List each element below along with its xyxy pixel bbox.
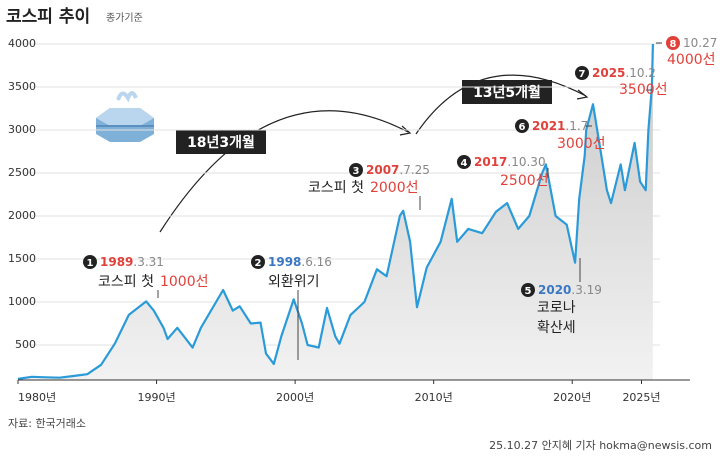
annotation-text: 4000선 [667, 52, 716, 68]
marker-number: 4 [461, 158, 468, 169]
annotation-label: 코로나 [537, 300, 576, 316]
annotation-label: 외환위기 [268, 274, 320, 290]
marker-circle [666, 36, 680, 50]
annotation-date: 1989.3.31 [100, 255, 164, 269]
marker-circle [251, 255, 265, 269]
annotation-level: 3000선 [557, 136, 606, 152]
annotation-level: 1000선 [160, 274, 209, 290]
annotation-day: .1.7 [565, 119, 588, 133]
credit: 25.10.27 안지혜 기자 hokma@newsis.com [489, 439, 712, 452]
source: 자료: 한국거래소 [8, 417, 86, 430]
x-tick-label: 2010년 [415, 391, 453, 404]
annotation-day: .3.31 [133, 255, 164, 269]
line [17, 43, 654, 380]
x-tick-label: 1990년 [137, 391, 175, 404]
annotation-date: 10.27 [683, 36, 717, 50]
y-tick-label: 2000 [8, 209, 36, 222]
y-tick-label: 1500 [8, 252, 36, 265]
period-label: 13년5개월 [473, 84, 541, 101]
annotation-date: 2020.3.19 [538, 283, 602, 297]
annotation-label: 확산세 [537, 320, 576, 336]
marker-number: 2 [255, 258, 262, 269]
annotation-year: 2021 [532, 119, 565, 133]
marker-number: 6 [519, 122, 526, 133]
arrow-head [576, 89, 589, 100]
annotation-text: 코로나 [537, 300, 576, 316]
marker-number: 8 [670, 39, 677, 50]
annotation-label: 코스피 첫 [308, 180, 364, 196]
annotation-year: 1998 [268, 255, 301, 269]
annotation-year: 1989 [100, 255, 133, 269]
annotation-label: 코스피 첫 [98, 274, 154, 290]
y-tick-label: 1000 [8, 295, 36, 308]
annotation-level: 3500선 [619, 82, 668, 98]
annotation-day: .3.19 [571, 283, 602, 297]
annotation-date: 2025.10.2 [592, 66, 656, 80]
annotation-text: 3500선 [619, 82, 668, 98]
annotation-level: 4000선 [667, 52, 716, 68]
annotation-day: .10.2 [625, 66, 656, 80]
area [18, 44, 653, 380]
annotation-day: .10.30 [507, 155, 545, 169]
marker-circle [83, 255, 97, 269]
annotation-text: 코스피 첫 2000선 [308, 180, 419, 196]
y-tick-label: 3000 [8, 123, 36, 136]
annotation-year: 2020 [538, 283, 571, 297]
y-tick-label: 2500 [8, 166, 36, 179]
annotation-day: .7.25 [399, 163, 430, 177]
x-tick-label: 2000년 [276, 391, 314, 404]
y-tick-label: 4000 [8, 37, 36, 50]
annotation-day: 10.27 [683, 36, 717, 50]
chart-subtitle: 종가기준 [106, 12, 143, 24]
annotation-year: 2017 [474, 155, 507, 169]
annotation-text: 외환위기 [268, 274, 320, 290]
marker-circle [457, 155, 471, 169]
annotation-year: 2025 [592, 66, 625, 80]
y-tick-label: 500 [15, 338, 36, 351]
annotation-date: 1998.6.16 [268, 255, 332, 269]
x-tick-label: 1980년 [18, 391, 56, 404]
arrow-head [399, 125, 412, 136]
annotation-text: 코스피 첫 1000선 [98, 274, 209, 290]
marker-number: 5 [525, 286, 532, 297]
marker-number: 1 [87, 258, 94, 269]
x-tick-label: 2025년 [622, 391, 660, 404]
annotation-text: 3000선 [557, 136, 606, 152]
icon [96, 91, 154, 142]
annotation-year: 2007 [366, 163, 399, 177]
period-arc [415, 74, 587, 135]
annotation-date: 2007.7.25 [366, 163, 430, 177]
marker-circle [515, 119, 529, 133]
annotation-level: 2000선 [370, 180, 419, 196]
marker-circle [575, 66, 589, 80]
annotation-date: 2017.10.30 [474, 155, 546, 169]
y-tick-label: 3500 [8, 80, 36, 93]
annotation-text: 2500선 [500, 173, 549, 189]
annotation-date: 2021.1.7 [532, 119, 588, 133]
annotation-day: .6.16 [301, 255, 332, 269]
period-box [176, 130, 266, 154]
x-tick-label: 2020년 [553, 391, 591, 404]
period-label: 18년3개월 [187, 134, 255, 151]
marker-number: 3 [353, 166, 360, 177]
marker-circle [349, 163, 363, 177]
period-arc [159, 110, 409, 233]
marker-circle [521, 283, 535, 297]
marker-number: 7 [579, 69, 586, 80]
period-box [462, 80, 552, 104]
annotation-level: 2500선 [500, 173, 549, 189]
chart-title: 코스피 추이 [6, 7, 90, 27]
